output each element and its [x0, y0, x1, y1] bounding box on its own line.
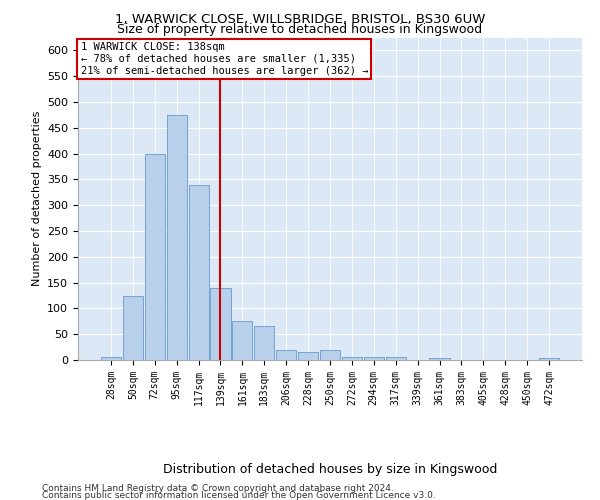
Bar [101, 358, 121, 360]
Bar [320, 350, 340, 360]
Bar [430, 358, 449, 360]
Y-axis label: Number of detached properties: Number of detached properties [32, 111, 41, 286]
Text: 1, WARWICK CLOSE, WILLSBRIDGE, BRISTOL, BS30 6UW: 1, WARWICK CLOSE, WILLSBRIDGE, BRISTOL, … [115, 12, 485, 26]
Bar [167, 115, 187, 360]
Bar [254, 326, 274, 360]
Text: Contains public sector information licensed under the Open Government Licence v3: Contains public sector information licen… [42, 490, 436, 500]
Bar [298, 352, 318, 360]
Bar [386, 358, 406, 360]
Bar [364, 358, 384, 360]
X-axis label: Distribution of detached houses by size in Kingswood: Distribution of detached houses by size … [163, 464, 497, 476]
Bar [145, 154, 165, 360]
Bar [342, 358, 362, 360]
Text: Size of property relative to detached houses in Kingswood: Size of property relative to detached ho… [118, 22, 482, 36]
Bar [188, 184, 209, 360]
Bar [539, 358, 559, 360]
Bar [123, 296, 143, 360]
Bar [276, 350, 296, 360]
Text: 1 WARWICK CLOSE: 138sqm
← 78% of detached houses are smaller (1,335)
21% of semi: 1 WARWICK CLOSE: 138sqm ← 78% of detache… [80, 42, 368, 76]
Text: Contains HM Land Registry data © Crown copyright and database right 2024.: Contains HM Land Registry data © Crown c… [42, 484, 394, 493]
Bar [211, 288, 230, 360]
Bar [232, 322, 253, 360]
